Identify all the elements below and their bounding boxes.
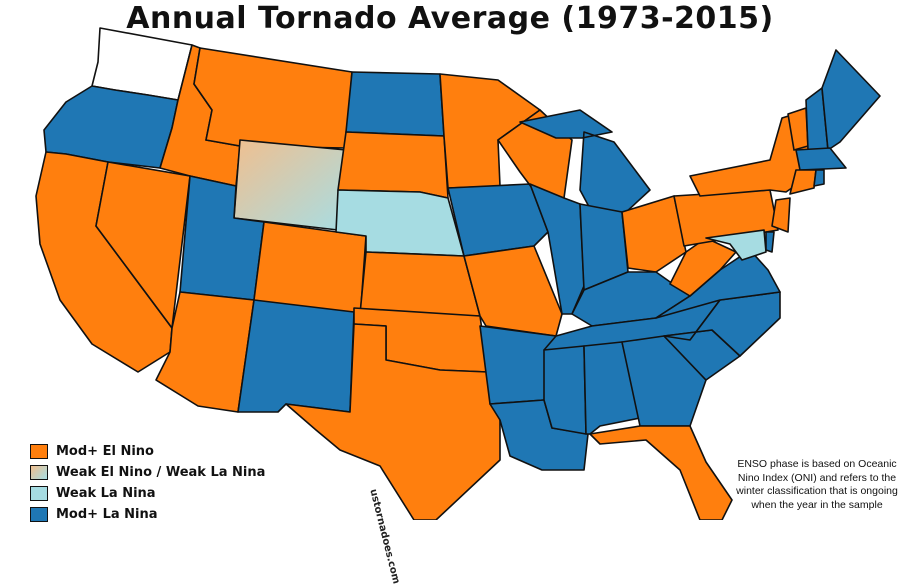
us-state-map bbox=[35, 27, 881, 520]
state-il bbox=[529, 183, 585, 315]
state-ca bbox=[35, 151, 173, 373]
legend-swatch bbox=[30, 486, 48, 501]
state-sd bbox=[337, 131, 449, 199]
state-or bbox=[43, 85, 179, 169]
legend-label: Weak El Nino / Weak La Nina bbox=[56, 465, 266, 480]
state-nj bbox=[771, 197, 791, 233]
state-ri bbox=[813, 169, 825, 187]
state-ia bbox=[447, 183, 549, 257]
legend-label: Weak La Nina bbox=[56, 486, 156, 501]
legend-item: Mod+ El Nino bbox=[30, 441, 265, 462]
state-tx bbox=[285, 323, 501, 520]
state-de bbox=[765, 231, 775, 253]
enso-note: ENSO phase is based on Oceanic Nino Inde… bbox=[736, 458, 898, 511]
legend-item: Weak La Nina bbox=[30, 483, 265, 504]
legend-item: Mod+ La Nina bbox=[30, 504, 265, 525]
state-mt bbox=[193, 47, 353, 149]
legend-item: Weak El Nino / Weak La Nina bbox=[30, 462, 265, 483]
state-mn bbox=[439, 73, 541, 189]
state-ks bbox=[359, 251, 481, 317]
state-ma bbox=[795, 147, 847, 171]
state-oh bbox=[621, 195, 687, 273]
map-legend: Mod+ El Nino Weak El Nino / Weak La Nina… bbox=[30, 441, 265, 525]
legend-swatch bbox=[30, 444, 48, 459]
state-md bbox=[705, 229, 767, 261]
state-fl bbox=[589, 425, 733, 520]
state-ct bbox=[789, 169, 817, 195]
legend-label: Mod+ La Nina bbox=[56, 507, 158, 522]
state-wy bbox=[233, 139, 347, 231]
legend-label: Mod+ El Nino bbox=[56, 444, 154, 459]
state-me bbox=[821, 49, 881, 151]
map-title: Annual Tornado Average (1973-2015) bbox=[126, 1, 774, 36]
state-ms bbox=[543, 345, 587, 435]
state-nd bbox=[345, 71, 445, 137]
legend-swatch bbox=[30, 465, 48, 480]
state-nm bbox=[237, 299, 355, 413]
